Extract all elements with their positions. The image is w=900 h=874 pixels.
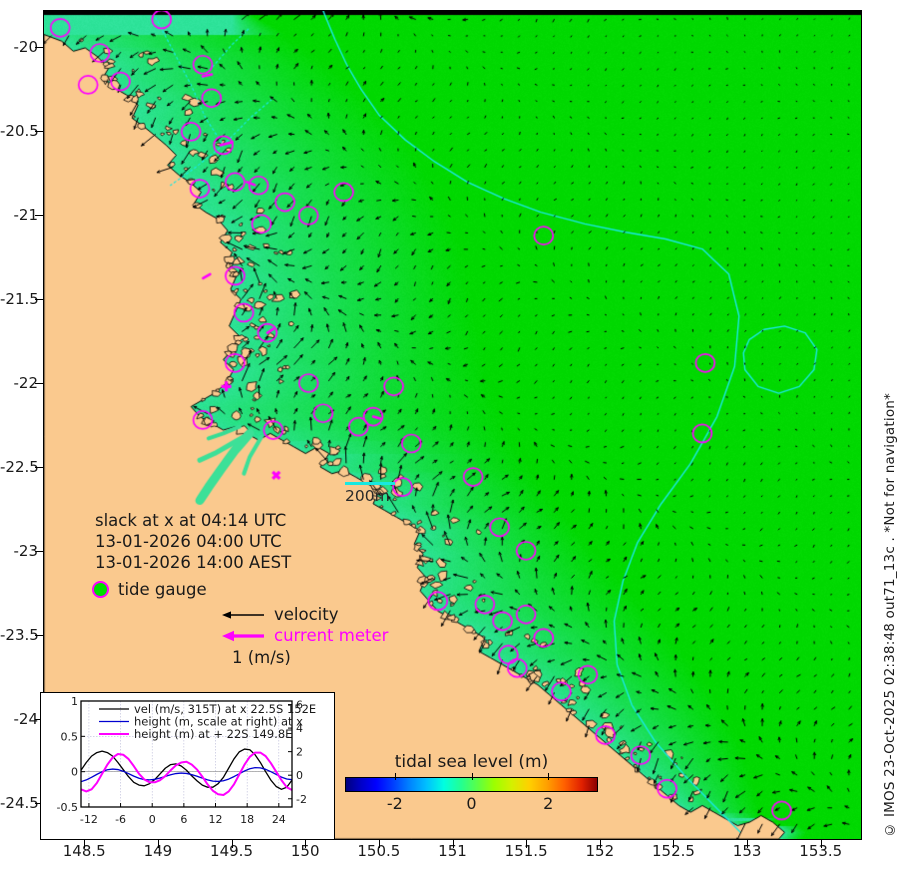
tide-gauge-icon xyxy=(92,581,109,598)
longitude-tick-mark xyxy=(157,840,159,848)
longitude-tick-label: 150 xyxy=(290,842,320,860)
inset-ytick-right-label: 6 xyxy=(296,699,303,712)
inset-ytick-left-label: 0 xyxy=(71,766,78,779)
longitude-tick-label: 149.5 xyxy=(210,842,254,860)
longitude-tick-mark xyxy=(747,840,749,848)
latitude-tick-label: -20.5 xyxy=(0,121,39,140)
latitude-tick-mark xyxy=(35,298,43,300)
longitude-tick-mark xyxy=(673,840,675,848)
inset-xtick-label: 24 xyxy=(272,813,286,826)
latitude-tick-label: -23.5 xyxy=(0,626,39,645)
longitude-tick-label: 153.5 xyxy=(799,842,843,860)
inset-xtick-label: 18 xyxy=(240,813,254,826)
colorbar-tick-label: 0 xyxy=(466,794,477,813)
latitude-tick-label: -20 xyxy=(13,37,39,56)
velocity-legend: velocity current meter 1 (m/s) xyxy=(222,604,388,668)
tide-gauge-legend: tide gauge xyxy=(92,580,207,599)
scalebar-label: 200m xyxy=(345,487,390,505)
inset-legend-label-1: height (m, scale at right) at x xyxy=(134,715,303,729)
distance-scalebar: 200m xyxy=(345,482,395,505)
inset-ytick-left-label: 1 xyxy=(71,695,78,708)
colorbar-tick-mark xyxy=(548,773,550,780)
inset-ytick-right-label: 0 xyxy=(296,769,303,782)
longitude-tick-label: 150.5 xyxy=(357,842,401,860)
latitude-tick-label: -21 xyxy=(13,205,39,224)
longitude-tick-label: 148.5 xyxy=(62,842,106,860)
latitude-tick-label: -24.5 xyxy=(0,794,39,813)
colorbar-tick-mark xyxy=(394,773,396,780)
current-meter-legend-row: current meter xyxy=(222,625,388,646)
longitude-tick-mark xyxy=(378,840,380,848)
inset-ytick-left-label: 0.5 xyxy=(61,730,79,743)
inset-legend-label-2: height (m) at + 22S 149.8E xyxy=(134,727,292,741)
velocity-arrow-icon xyxy=(222,610,264,619)
inset-series-line-2 xyxy=(80,751,293,796)
latitude-tick-mark xyxy=(35,467,43,468)
inset-xtick-label: 0 xyxy=(149,813,156,826)
inset-series-line-0 xyxy=(80,748,293,790)
latitude-tick-mark xyxy=(35,130,43,132)
longitude-tick-label: 153 xyxy=(732,842,762,860)
inset-xtick-label: 12 xyxy=(209,813,223,826)
latitude-tick-mark xyxy=(35,214,43,216)
colorbar-tick-label: 2 xyxy=(543,794,554,813)
annotation-line-1: slack at x at 04:14 UTC xyxy=(95,511,287,530)
latitude-tick-mark xyxy=(35,382,43,384)
inset-ytick-right-label: 2 xyxy=(296,746,303,759)
longitude-tick-mark xyxy=(452,840,454,848)
timeseries-inset-chart[interactable]: -0.5 0 0.5 1 -2 0 2 4 6 -12 -6 0 6 12 18 24 vel (m/s, 31… xyxy=(40,692,335,840)
inset-ytick-left-label: -0.5 xyxy=(57,801,78,814)
current-meter-arrow-icon xyxy=(222,630,264,641)
inset-series-line-1 xyxy=(80,767,293,783)
colorbar-tick-label: -2 xyxy=(386,794,403,813)
longitude-tick-label: 152 xyxy=(585,842,615,860)
latitude-tick-label: -23 xyxy=(13,542,39,560)
colorbar: tidal sea level (m) -2 0 2 xyxy=(345,752,598,813)
longitude-tick-label: 151 xyxy=(438,842,467,860)
latitude-tick-label: -22 xyxy=(13,373,39,392)
latitude-tick-label: -24 xyxy=(13,710,39,729)
inset-xtick-label: 6 xyxy=(180,813,187,826)
velocity-legend-row: velocity xyxy=(222,604,388,625)
inset-legend-label-0: vel (m/s, 315T) at x 22.5S 152E xyxy=(134,702,316,716)
copyright-notice: © IMOS 23-Oct-2025 02:38:48 out71_13c . … xyxy=(882,393,898,838)
latitude-tick-label: -21.5 xyxy=(0,289,39,308)
annotation-line-2: 13-01-2026 04:00 UTC xyxy=(95,532,282,551)
longitude-tick-label: 151.5 xyxy=(504,842,548,860)
longitude-tick-mark xyxy=(84,840,86,848)
latitude-tick-mark xyxy=(35,46,43,48)
annotation-line-3: 13-01-2026 14:00 AEST xyxy=(95,553,292,572)
current-meter-legend-label: current meter xyxy=(274,626,389,645)
latitude-tick-mark xyxy=(35,719,43,721)
longitude-tick-mark xyxy=(526,840,528,848)
inset-xtick-label: -6 xyxy=(115,813,126,826)
longitude-tick-label: 149 xyxy=(143,842,173,860)
latitude-tick-mark xyxy=(35,635,43,637)
latitude-tick-label: -22.5 xyxy=(0,458,39,476)
time-annotation: slack at x at 04:14 UTC 13-01-2026 04:00… xyxy=(95,510,291,573)
inset-ytick-right-label: -2 xyxy=(296,793,307,806)
scalebar-line xyxy=(345,482,395,485)
longitude-tick-mark xyxy=(599,840,601,848)
colorbar-tick-mark xyxy=(471,773,473,780)
vector-scale-label: 1 (m/s) xyxy=(232,648,291,667)
latitude-tick-mark xyxy=(35,803,43,805)
longitude-tick-mark xyxy=(231,840,233,848)
velocity-legend-label: velocity xyxy=(274,605,339,624)
tide-gauge-legend-label: tide gauge xyxy=(118,580,207,599)
inset-plot-frame xyxy=(80,700,293,808)
longitude-tick-mark xyxy=(305,840,307,848)
latitude-tick-mark xyxy=(35,551,43,552)
longitude-tick-label: 152.5 xyxy=(651,842,695,860)
longitude-tick-mark xyxy=(820,840,822,848)
colorbar-title: tidal sea level (m) xyxy=(394,752,549,772)
inset-ytick-right-label: 4 xyxy=(296,722,303,735)
inset-xtick-label: -12 xyxy=(80,813,98,826)
